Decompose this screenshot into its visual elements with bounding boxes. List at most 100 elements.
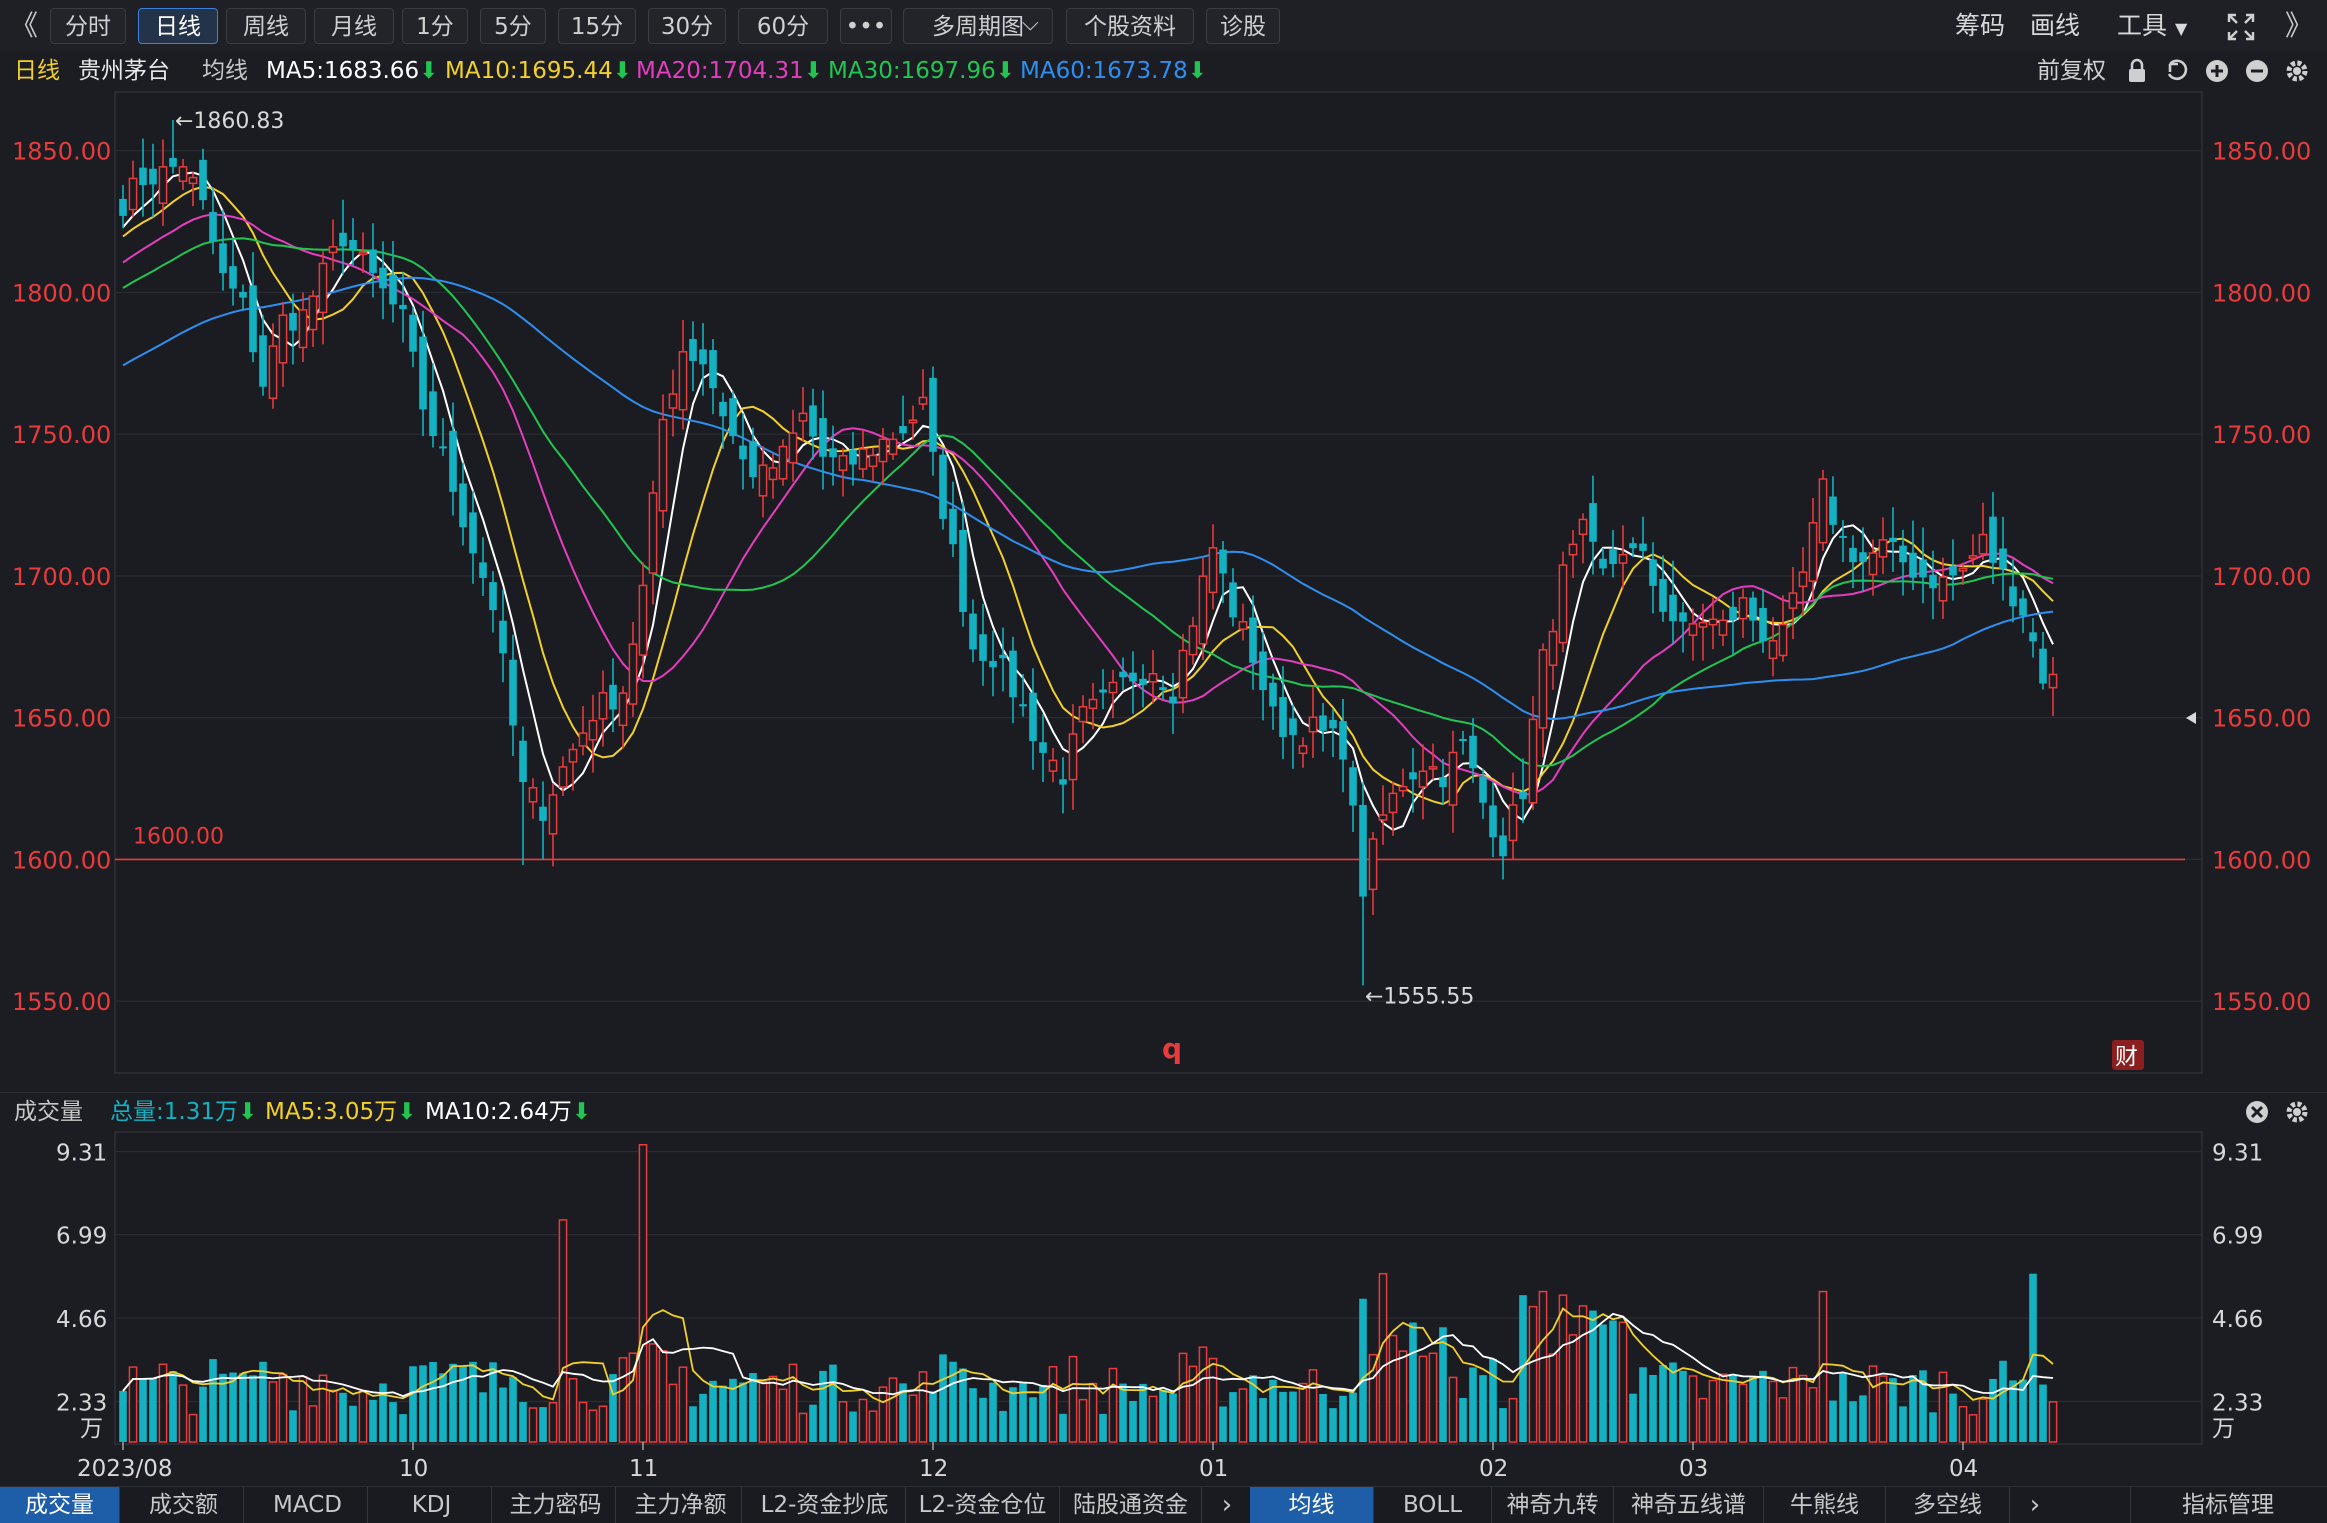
ma30-legend: MA30:1697.96⬇ [828, 58, 1015, 84]
overlay-tab-3[interactable]: 神奇九转 [1492, 1487, 1614, 1523]
candle [1859, 527, 1867, 592]
price-tick-left: 1600.00 [12, 846, 111, 874]
zoom-in-icon[interactable] [2204, 58, 2230, 92]
volume-bar [1639, 1367, 1647, 1442]
chips-button[interactable]: 筹码 [1955, 11, 2006, 40]
ma5-line [122, 171, 2054, 832]
double-right-chevron-icon[interactable]: 》 [2285, 9, 2314, 42]
tab-3[interactable]: 周线 [226, 8, 306, 44]
price-tick-right: 1850.00 [2212, 138, 2311, 166]
volume-bars[interactable] [119, 1143, 2058, 1443]
volume-bar [1229, 1392, 1237, 1442]
volume-bar [1909, 1375, 1917, 1442]
tools-button[interactable]: 工具 ▼ [2117, 8, 2187, 44]
overlay-tab-2[interactable]: BOLL [1374, 1487, 1492, 1523]
volume-bar [1188, 1365, 1198, 1443]
volume-bar [1459, 1397, 1467, 1442]
volume-bar [668, 1383, 678, 1443]
indicator-tab-9[interactable]: 陆股通资金 [1060, 1487, 1202, 1523]
candle [239, 284, 247, 310]
tab-4[interactable]: 月线 [314, 8, 394, 44]
volume-tick-right: 9.31 [2212, 1141, 2263, 1167]
fullscreen-icon[interactable] [2226, 12, 2256, 46]
candle [999, 627, 1007, 692]
multi-period-dropdown-icon[interactable]: ⌵ [1022, 11, 1039, 36]
tab-12[interactable]: 个股资料 [1066, 8, 1194, 44]
candle [1208, 524, 1218, 610]
candle [1068, 704, 1078, 810]
tabs-scroll-right-icon[interactable]: › [1221, 1490, 1233, 1520]
volume-bar [1568, 1334, 1578, 1443]
volume-bar [1669, 1362, 1677, 1442]
indicator-tab-4[interactable]: KDJ [372, 1487, 492, 1523]
tab-5[interactable]: 1分 [402, 8, 468, 44]
settings-gear-icon[interactable] [2284, 58, 2310, 92]
price-chart[interactable]: 1850.00 1800.00 1750.00 1700.00 1650.00 1600.… [0, 90, 2327, 1075]
volume-bar [1259, 1398, 1267, 1442]
volume-chart[interactable]: 9.31 9.316.99 6.994.66 4.662.33 2.33万万 2023/… [0, 1130, 2327, 1486]
tab-10[interactable]: ••• [840, 8, 892, 44]
overlay-tab-6[interactable]: 多空线 [1886, 1487, 2010, 1523]
tabs-scroll-right-2-icon[interactable]: › [2029, 1490, 2041, 1520]
volume-bar [2019, 1379, 2027, 1442]
stock-name[interactable]: 贵州茅台 [78, 58, 170, 84]
tab-11[interactable]: 多周期图 [903, 8, 1053, 44]
volume-bar [618, 1357, 628, 1443]
indicator-tab-8[interactable]: L2-资金仓位 [906, 1487, 1060, 1523]
lock-icon[interactable] [2126, 58, 2148, 92]
undo-icon[interactable] [2164, 58, 2190, 92]
adjust-mode-label[interactable]: 前复权 [2037, 58, 2106, 84]
volume-bar [1499, 1408, 1507, 1442]
zoom-out-icon[interactable] [2244, 58, 2270, 92]
candle [469, 490, 477, 584]
candle [1308, 686, 1318, 758]
volume-bar [1059, 1413, 1067, 1442]
volume-bar [609, 1374, 617, 1442]
indicator-tab-3[interactable]: MACD [248, 1487, 368, 1523]
indicator-tab-2[interactable]: 成交额 [124, 1487, 244, 1523]
overlay-tab-4[interactable]: 神奇五线谱 [1614, 1487, 1764, 1523]
double-left-chevron-icon[interactable]: 《 [10, 9, 39, 42]
candle [638, 562, 648, 679]
indicator-tab-1[interactable]: 成交量 [0, 1487, 120, 1523]
candle [328, 219, 338, 271]
tab-13[interactable]: 诊股 [1206, 8, 1280, 44]
candle [1448, 730, 1458, 833]
volume-settings-gear-icon[interactable] [2284, 1099, 2310, 1133]
tab-8[interactable]: 30分 [648, 8, 726, 44]
volume-bar [598, 1405, 608, 1443]
volume-bar [858, 1398, 868, 1443]
candle [929, 366, 937, 476]
candle [1528, 695, 1538, 810]
volume-title[interactable]: 成交量 [14, 1099, 83, 1125]
candle [829, 425, 837, 486]
volume-bar [729, 1378, 737, 1442]
volume-bar [908, 1394, 918, 1443]
tab-9[interactable]: 60分 [738, 8, 828, 44]
draw-line-button[interactable]: 画线 [2030, 11, 2081, 40]
indicator-manage-button[interactable]: 指标管理 [2130, 1487, 2325, 1523]
volume-bar [1859, 1395, 1867, 1442]
candle [229, 238, 237, 306]
volume-bar [229, 1372, 237, 1442]
indicator-tab-7[interactable]: L2-资金抄底 [744, 1487, 906, 1523]
ma-group-label[interactable]: 均线 [202, 58, 248, 84]
tab-6[interactable]: 5分 [480, 8, 546, 44]
overlay-tab-5[interactable]: 牛熊线 [1764, 1487, 1886, 1523]
tab-2[interactable]: 日线 [138, 8, 218, 44]
candle [939, 448, 947, 530]
down-arrow-icon: ⬇ [803, 58, 823, 84]
tab-1[interactable]: 分时 [50, 8, 126, 44]
volume-bar [939, 1354, 947, 1442]
tab-7[interactable]: 15分 [558, 8, 636, 44]
volume-bar [1329, 1408, 1337, 1442]
volume-bar [188, 1413, 198, 1443]
indicator-tab-5[interactable]: 主力密码 [496, 1487, 616, 1523]
overlay-tab-1[interactable]: 均线 [1250, 1487, 1374, 1523]
indicator-tab-6[interactable]: 主力净额 [620, 1487, 742, 1523]
candle [1159, 675, 1167, 700]
volume-bar [239, 1373, 247, 1442]
candles[interactable] [119, 119, 2058, 986]
close-indicator-icon[interactable] [2244, 1099, 2270, 1133]
dropdown-triangle-icon: ▼ [2174, 19, 2188, 38]
